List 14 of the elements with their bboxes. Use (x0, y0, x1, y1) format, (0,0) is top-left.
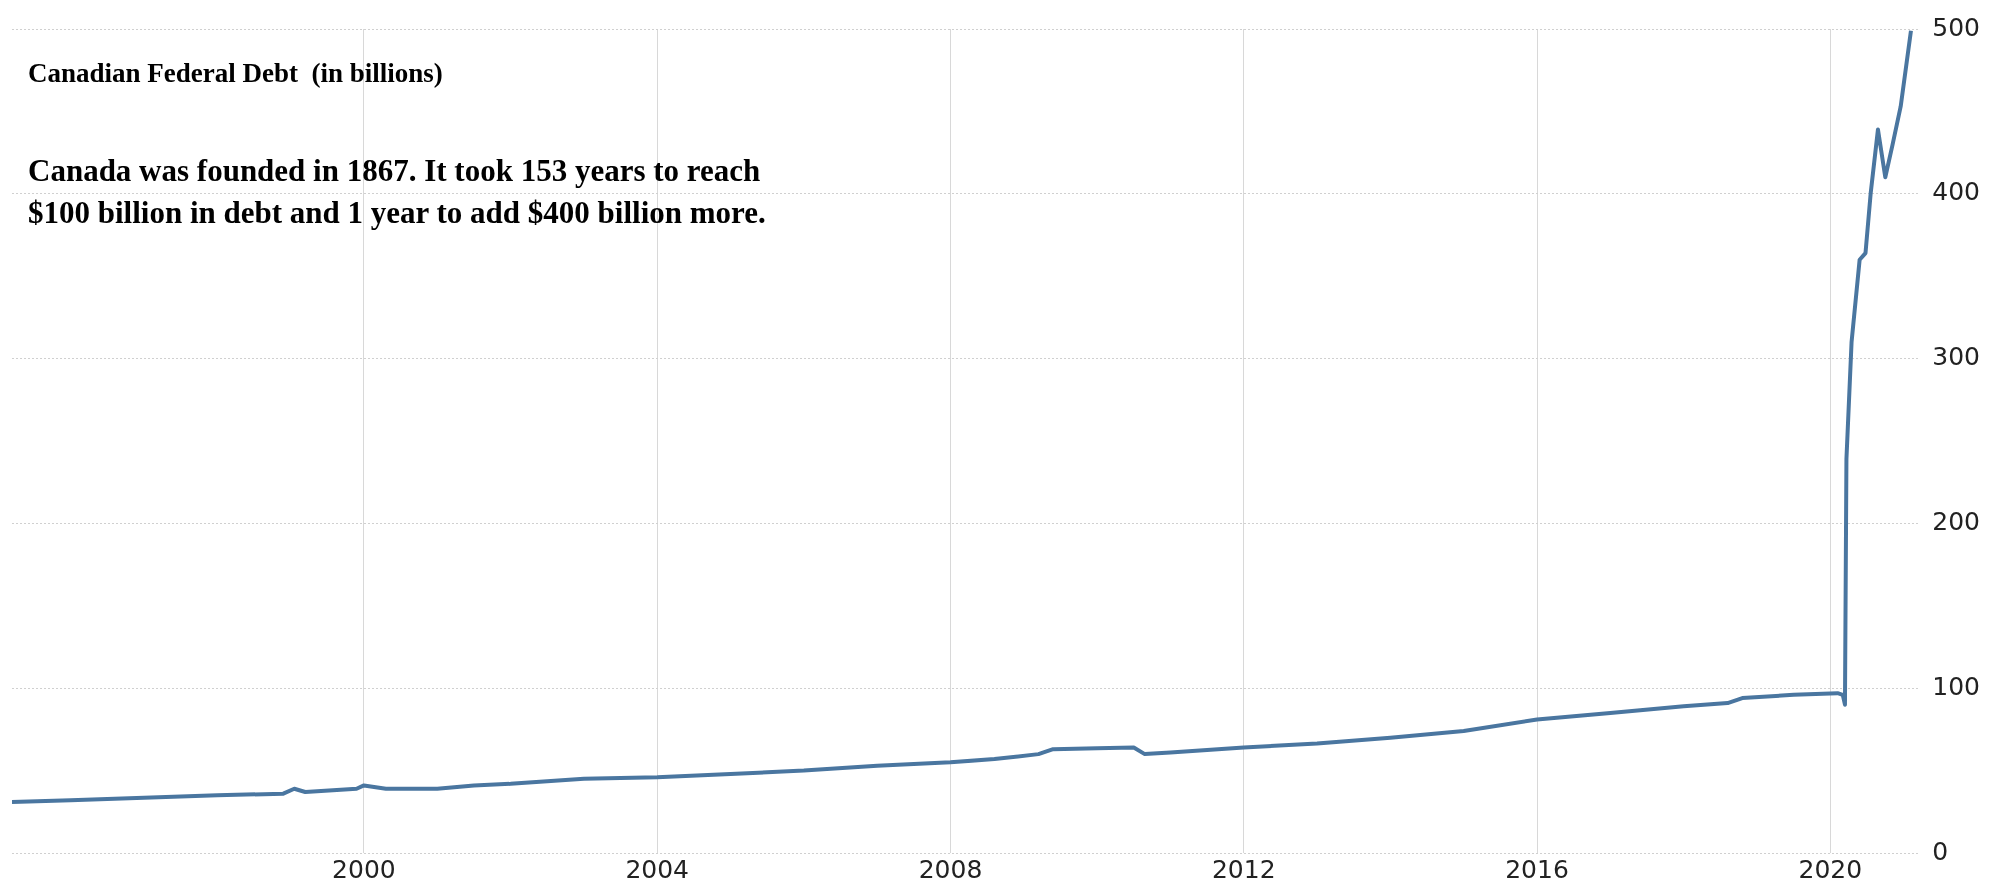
annotation: Canada was founded in 1867. It took 153 years to reach $100 billion in debt and 1 year to add $400 billion more. (28, 152, 767, 232)
y-tick-label: 200 (1932, 506, 1980, 536)
text: Canadian Federal Debt (in billions) (28, 58, 443, 89)
y-tick-label: 500 (1932, 12, 1980, 42)
x-tick-label: 2004 (625, 854, 690, 884)
y-tick-label: 100 (1932, 671, 1980, 701)
y-tick-label: 0 (1932, 836, 1949, 866)
y-tick-label: 400 (1932, 177, 1980, 207)
x-tick-label: 2016 (1505, 854, 1569, 884)
x-tick-label: 2020 (1798, 854, 1863, 884)
x-tick-label: 2008 (918, 854, 983, 884)
x-tick-label: 2012 (1211, 854, 1276, 884)
x-tick-label: 2000 (332, 854, 396, 884)
y-tick-label: 300 (1932, 342, 1980, 372)
